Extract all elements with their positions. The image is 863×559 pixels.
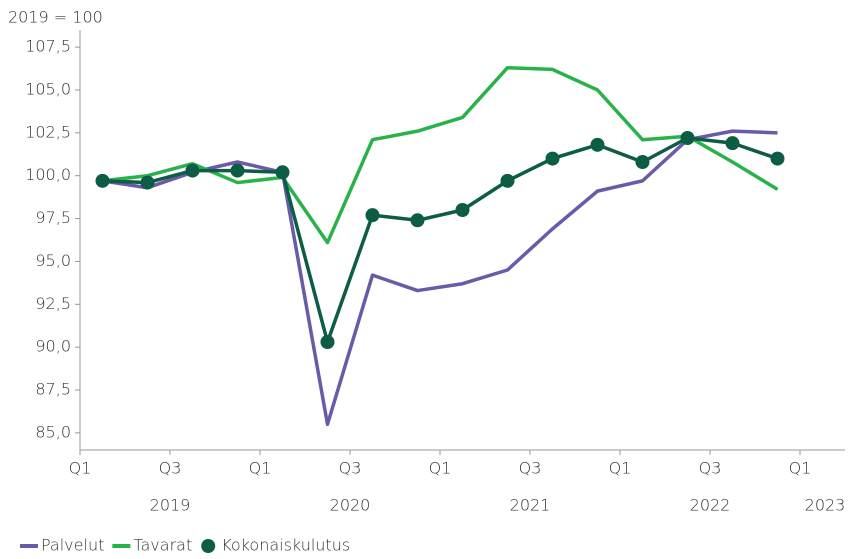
y-tick-label: 105,0: [25, 80, 71, 99]
x-group-label: 2022: [690, 496, 731, 515]
legend-label: Kokonaiskulutus: [221, 536, 350, 555]
y-tick-label: 95,0: [35, 251, 71, 270]
series-marker: [680, 131, 695, 145]
y-tick-label: 90,0: [35, 337, 71, 356]
x-group-label: 2020: [330, 496, 371, 515]
x-tick-label: Q1: [249, 459, 272, 478]
series-marker: [635, 155, 650, 169]
legend-marker: [201, 539, 216, 553]
legend-label: Palvelut: [41, 536, 104, 555]
y-tick-label: 102,5: [25, 122, 71, 141]
y-tick-label: 87,5: [35, 380, 71, 399]
legend-label: Tavarat: [133, 536, 192, 555]
y-tick-label: 92,5: [35, 294, 71, 313]
x-tick-label: Q1: [429, 459, 452, 478]
y-tick-label: 100,0: [25, 165, 71, 184]
series-marker: [185, 163, 200, 178]
series-marker: [770, 151, 785, 166]
series-marker: [365, 208, 380, 223]
series-line: [102, 129, 778, 427]
series-marker: [545, 151, 560, 166]
series-marker: [95, 173, 110, 188]
x-tick-label: Q3: [339, 459, 362, 478]
y-tick-label: 85,0: [35, 422, 71, 441]
x-tick-label: Q3: [699, 459, 722, 478]
series-marker: [455, 203, 470, 217]
x-group-label: 2019: [150, 496, 191, 515]
x-group-label: 2023: [805, 496, 846, 515]
series-marker: [140, 175, 155, 190]
series-marker: [500, 173, 515, 188]
unit-label: 2019 = 100: [8, 8, 103, 27]
series-line: [102, 136, 779, 344]
y-tick-label: 107,5: [25, 37, 71, 56]
y-tick-label: 97,5: [35, 208, 71, 227]
series-marker: [230, 163, 245, 178]
series-line: [102, 65, 779, 245]
x-tick-label: Q3: [159, 459, 182, 478]
x-tick-label: Q1: [789, 459, 812, 478]
x-group-label: 2021: [510, 496, 551, 515]
x-tick-label: Q1: [69, 459, 92, 478]
series-marker: [320, 335, 335, 349]
x-tick-label: Q1: [609, 459, 632, 478]
series-marker: [410, 213, 425, 228]
series-marker: [590, 137, 605, 152]
series-marker: [725, 136, 740, 151]
x-tick-label: Q3: [519, 459, 542, 478]
series-marker: [275, 165, 290, 180]
